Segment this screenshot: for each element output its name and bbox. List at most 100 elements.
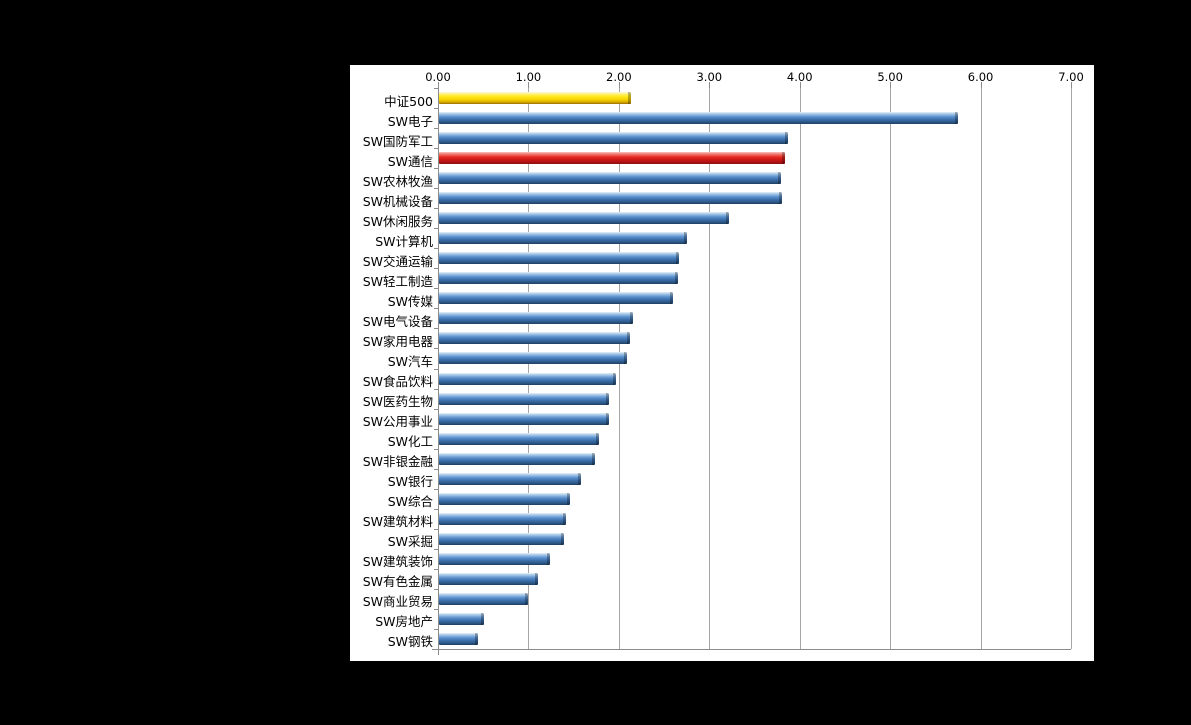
category-label: SW建筑装饰 [362,554,433,570]
bar-row: SW建筑材料 [350,509,1094,529]
category-tick-mark [434,328,438,330]
bar [439,552,551,565]
x-tick-label: 1.00 [515,70,542,84]
bar [439,432,600,445]
category-label: SW国防军工 [362,133,433,149]
category-tick-mark [434,188,438,190]
x-tick-label: 7.00 [1058,70,1084,84]
category-tick-mark [434,408,438,410]
category-tick-mark [434,628,438,630]
category-label: SW食品饮料 [362,374,433,390]
bar-row: SW食品饮料 [350,369,1094,389]
category-tick-mark [434,508,438,510]
x-tick-mark [709,82,711,88]
bar [439,332,630,345]
bar-row: SW商业贸易 [350,589,1094,609]
category-tick-mark [434,168,438,170]
bar [439,112,959,125]
category-label: SW传媒 [387,293,433,309]
bar-row: SW银行 [350,469,1094,489]
bar [439,512,566,525]
bar-row: SW综合 [350,489,1094,509]
x-tick-mark [618,82,620,88]
bar [439,632,478,645]
category-tick-mark [434,448,438,450]
bar [439,472,581,485]
bar-row: SW非银金融 [350,449,1094,469]
category-tick-mark [434,588,438,590]
bar-row: SW传媒 [350,288,1094,309]
category-label: SW家用电器 [362,333,433,349]
category-tick-mark [434,388,438,390]
bar-row: SW房地产 [350,609,1094,629]
bar-row: SW钢铁 [350,629,1094,649]
bar [439,132,789,145]
bar-row: SW轻工制造 [350,268,1094,289]
bar-row: SW医药生物 [350,389,1094,409]
bar [439,572,538,585]
category-label: SW电子 [387,113,433,129]
category-label: SW农林牧渔 [362,173,433,189]
category-label: SW休闲服务 [362,213,433,229]
bar [439,92,631,105]
bar [439,192,782,205]
bar [439,372,617,385]
bar [439,612,485,625]
category-tick-mark [434,248,438,250]
bar [439,392,609,405]
bar [439,352,628,365]
bar-row: SW农林牧渔 [350,168,1094,189]
bar [439,172,781,185]
bar-row: SW机械设备 [350,188,1094,209]
category-label: SW汽车 [387,353,433,369]
bar [439,212,730,225]
x-tick-mark [980,82,982,88]
x-tick-label: 0.00 [425,70,451,84]
category-axis-line [438,85,439,655]
category-label: SW商业贸易 [362,594,433,610]
category-label: SW交通运输 [362,253,433,269]
plot-bottom-line [432,649,1071,650]
category-label: SW计算机 [375,233,433,249]
category-tick-mark [434,528,438,530]
category-label: SW综合 [387,494,433,510]
bar-row: SW通信 [350,148,1094,169]
category-label: SW机械设备 [362,193,433,209]
category-tick-mark [434,108,438,110]
x-tick-mark [1071,82,1072,88]
bar-row: SW家用电器 [350,328,1094,349]
category-tick-mark [434,608,438,610]
bar [439,272,678,285]
category-label: SW采掘 [387,534,433,550]
bar [439,412,609,425]
category-label: SW电气设备 [362,313,433,329]
gridline [980,88,982,649]
category-tick-mark [434,488,438,490]
bar-row: SW汽车 [350,348,1094,369]
category-tick-mark [434,468,438,470]
bar-row: SW化工 [350,429,1094,449]
bar-row: SW有色金属 [350,569,1094,589]
bar-row: SW电子 [350,108,1094,129]
bar [439,592,528,605]
category-tick-mark [434,348,438,350]
bar [439,532,564,545]
category-tick-mark [434,568,438,570]
x-tick-mark [528,82,530,88]
x-tick-mark [890,82,892,88]
bar-row: 中证500 [350,88,1094,109]
category-tick-mark [434,228,438,230]
bar-row: SW电气设备 [350,308,1094,329]
bar [439,232,687,245]
category-tick-mark [434,288,438,290]
x-tick-label: 3.00 [696,70,723,84]
category-tick-mark [434,128,438,130]
bar-row: SW采掘 [350,529,1094,549]
x-tick-label: 2.00 [606,70,632,84]
category-label: SW钢铁 [387,634,433,650]
bar-row: SW国防军工 [350,128,1094,149]
category-tick-mark [434,268,438,270]
x-tick-label: 4.00 [786,70,813,84]
bar [439,312,634,325]
category-label: 中证500 [384,93,433,109]
